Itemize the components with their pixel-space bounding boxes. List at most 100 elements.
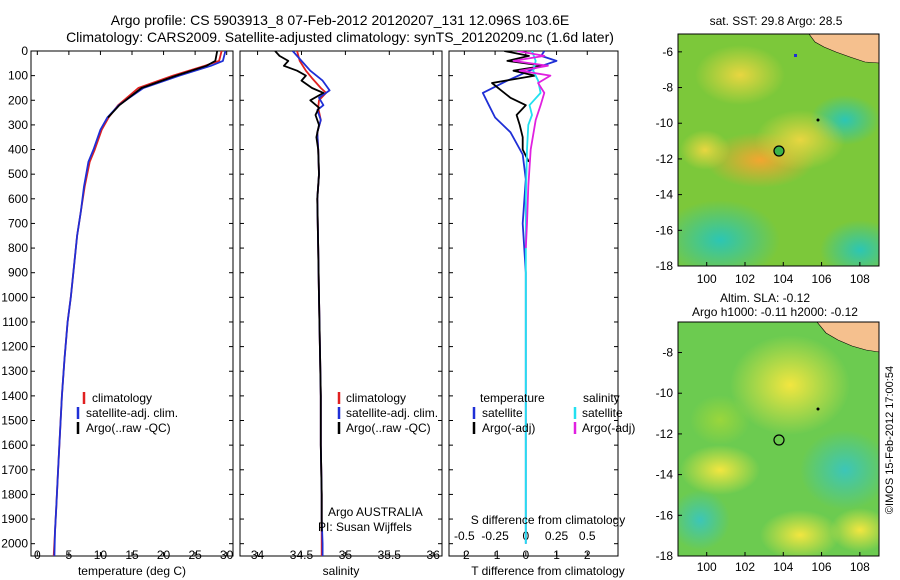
salinity-panel: 34 34.5 35 35.5 36 climatology satellite-adj… [239, 50, 443, 578]
y-tick-label: 1200 [1, 340, 28, 354]
salinity-x-ticks: 34 34.5 35 35.5 36 [251, 51, 440, 562]
map-y-tick-label: -6 [662, 45, 673, 59]
legend-label-climatology: climatology [346, 391, 406, 405]
temperature-x-axis-label: temperature (deg C) [78, 564, 186, 578]
temperature-axes-box [30, 50, 234, 557]
y-tick-label: 1900 [1, 512, 28, 526]
island-marker [816, 407, 820, 411]
difference-axes-box [448, 50, 619, 557]
island-marker [816, 118, 820, 122]
map-y-tick-label: -18 [656, 259, 674, 273]
x-tick-label: 34 [251, 548, 265, 562]
x-tick-label: 0 [34, 548, 41, 562]
map-x-tick-label: 100 [697, 560, 717, 574]
map-y-tick-label: -12 [656, 427, 674, 441]
difference-series [481, 51, 558, 544]
argo-float-marker [773, 434, 785, 446]
legend-label-argo: Argo(..raw -QC) [346, 421, 431, 435]
y-tick-label: 600 [8, 192, 28, 206]
sla-field [678, 322, 879, 556]
temperature-depth-ticks: 0 100 200 300 400 500 600 700 800 900 1000 1100 1200… [1, 44, 233, 551]
x-tick-label: 20 [157, 548, 171, 562]
figure-title-line-1: Argo profile: CS 5903913_8 07-Feb-2012 2… [111, 12, 569, 28]
map-x-tick-label: 108 [850, 560, 870, 574]
sla-map-frame [677, 321, 880, 557]
salinity-axes-box [239, 50, 443, 557]
map-y-tick-label: -8 [662, 346, 673, 360]
salinity-x-axis-label: salinity [323, 564, 360, 578]
x-tick-label: 0 [522, 548, 529, 562]
salinity-diff-tick-label: 0.25 [545, 529, 569, 543]
map-x-tick-label: 102 [735, 272, 755, 286]
legend-label-sal-satellite: satellite [582, 406, 623, 420]
series-line-argo-raw-qc [274, 51, 325, 532]
map-x-tick-label: 102 [735, 560, 755, 574]
map-y-tick-label: -8 [662, 81, 673, 95]
y-tick-label: 1400 [1, 389, 28, 403]
temperature-legend: climatology satellite-adj. clim. Argo(..… [76, 391, 178, 435]
pi-label: PI: Susan Wijffels [318, 520, 412, 534]
argo-program-label: Argo AUSTRALIA [328, 505, 423, 519]
x-tick-label: 30 [220, 548, 234, 562]
legend-label-climatology: climatology [92, 391, 152, 405]
legend-temperature-heading: temperature [480, 391, 545, 405]
x-tick-label: 25 [188, 548, 202, 562]
map-y-tick-label: -14 [656, 468, 674, 482]
salinity-diff-tick-label: -0.5 [454, 529, 475, 543]
temperature-difference-axis-label: T difference from climatology [471, 564, 625, 578]
y-tick-label: 1300 [1, 364, 28, 378]
landmass [816, 322, 879, 353]
legend-label-temp-argo: Argo(-adj) [482, 421, 535, 435]
map-x-tick-label: 104 [773, 560, 793, 574]
temperature-series [52, 51, 227, 556]
x-tick-label: 34.5 [290, 548, 314, 562]
y-tick-label: 1800 [1, 487, 28, 501]
y-tick-label: 800 [8, 241, 28, 255]
salinity-diff-tick-label: -0.25 [481, 529, 509, 543]
map-x-tick-label: 100 [697, 272, 717, 286]
temperature-panel: 0100200300400500600700800900100011001200… [1, 44, 233, 578]
legend-label-argo: Argo(..raw -QC) [86, 421, 171, 435]
y-tick-label: 700 [8, 216, 28, 230]
landmass [808, 34, 879, 64]
sla-map-subtitle: Argo h1000: -0.11 h2000: -0.12 [692, 305, 858, 319]
y-tick-label: 1000 [1, 290, 28, 304]
map-x-tick-label: 104 [773, 272, 793, 286]
map-x-tick-label: 106 [812, 272, 832, 286]
x-tick-label: 35.5 [378, 548, 402, 562]
y-tick-label: 900 [8, 266, 28, 280]
x-tick-label: -2 [459, 548, 470, 562]
map-x-tick-label: 106 [812, 560, 832, 574]
map-y-tick-label: -16 [656, 508, 674, 522]
salinity-legend: climatology satellite-adj. clim. Argo(..… [337, 391, 438, 435]
sst-map-ticks: 100 102 104 106 108 -6 -8 -10 -12 -14 -16 -18 [656, 45, 871, 286]
y-tick-label: 1700 [1, 463, 28, 477]
y-tick-label: 1600 [1, 438, 28, 452]
map-y-tick-label: -18 [656, 549, 674, 563]
map-x-tick-label: 108 [850, 272, 870, 286]
y-tick-label: 100 [8, 69, 28, 83]
difference-depth-ticks [449, 50, 618, 545]
difference-x-ticks: -2 -1 0 1 2 [459, 51, 591, 562]
y-tick-label: 400 [8, 143, 28, 157]
legend-label-sal-argo: Argo(-adj) [582, 421, 635, 435]
legend-salinity-heading: salinity [583, 391, 620, 405]
island-marker [794, 54, 797, 57]
y-tick-label: 500 [8, 167, 28, 181]
argo-float-marker [773, 145, 785, 157]
salinity-series [274, 51, 331, 556]
salinity-diff-tick-label: 0.5 [579, 529, 596, 543]
sla-map-title: Altim. SLA: -0.12 [720, 291, 810, 305]
sst-map-frame [677, 33, 880, 267]
y-tick-label: 0 [21, 44, 28, 58]
series-line-argo-adj-salinity [512, 51, 552, 249]
legend-label-satellite-adj: satellite-adj. clim. [346, 406, 438, 420]
map-y-tick-label: -14 [656, 188, 674, 202]
x-tick-label: 2 [584, 548, 591, 562]
salinity-difference-axis-label: S difference from climatology [471, 513, 626, 527]
map-y-tick-label: -16 [656, 223, 674, 237]
x-tick-label: 1 [553, 548, 560, 562]
series-line-argo-raw-qc [107, 51, 219, 119]
map-y-tick-label: -10 [656, 116, 674, 130]
